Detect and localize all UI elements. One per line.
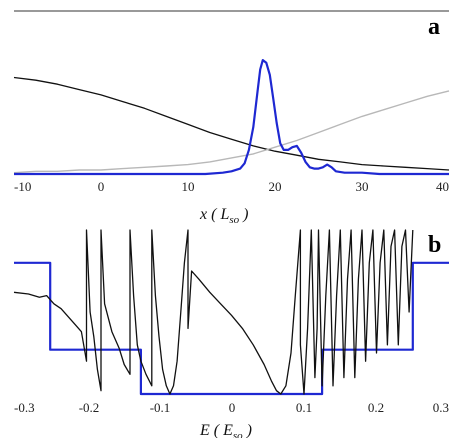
panel-b-series [13,229,449,396]
panel-b-xtick-label: 0 [229,400,236,415]
panel-a-xlabel-unit: L [219,206,229,223]
panel-b-xlabel-unit-sub: so [233,430,243,438]
panel-a-xlabel-var: x [199,206,207,223]
panel-b-tick-labels: -0.3 -0.2 -0.1 0 0.1 0.2 0.3 [14,400,449,415]
panel-a-series-2-line [14,59,449,176]
panel-b-series-0-line [14,261,449,396]
panel-b-xtick-label: 0.3 [433,400,449,415]
panel-b-xlabel: E ( Eso ) [199,422,252,438]
panel-b-xtick-label: -0.1 [150,400,171,415]
panel-a-tick-labels: -10 0 10 20 30 40 [14,179,449,194]
panel-a-xtick-label: 20 [269,179,282,194]
panel-a-xtick-label: 30 [356,179,369,194]
panel-b-xtick-label: 0.1 [296,400,312,415]
panel-a-xtick-label: 0 [98,179,105,194]
panel-a-series [13,59,450,176]
panel-b-xtick-label: -0.2 [79,400,100,415]
panel-b-letter: b [428,232,441,258]
panel-b: b -0.3 -0.2 -0.1 0 0.1 0.2 0.3 E ( Eso ) [13,229,449,438]
panel-a-xtick-label: 40 [436,179,449,194]
panel-a-xlabel: x ( Lso ) [199,206,248,226]
panel-b-series-1-line [13,229,414,395]
panel-a-letter: a [428,14,440,40]
panel-a: a -10 0 10 20 30 40 x ( Lso ) [13,10,450,226]
panel-a-xlabel-unit-sub: so [229,214,239,226]
panel-a-xtick-label: -10 [14,179,31,194]
panel-a-xtick-label: 10 [182,179,195,194]
panel-b-xtick-label: -0.3 [14,400,35,415]
panel-a-series-1-line [13,90,450,174]
panel-b-xlabel-unit: E [222,422,233,438]
panel-b-xlabel-var: E [199,422,210,438]
panel-a-series-0-line [13,76,450,171]
panel-b-xtick-label: 0.2 [368,400,384,415]
